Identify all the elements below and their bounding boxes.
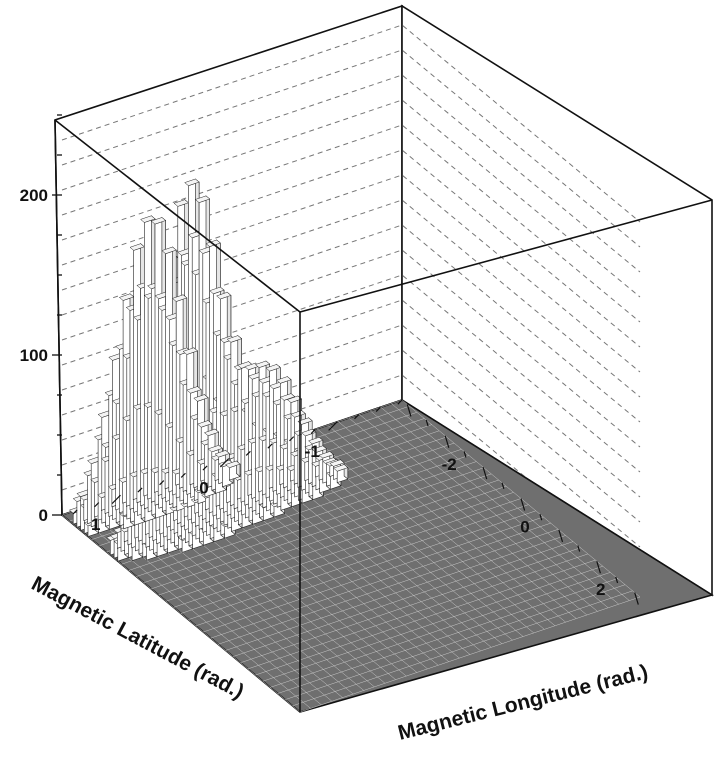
latitude-tick (94, 502, 100, 508)
latitude-tick (219, 458, 230, 468)
floor-grid-line (316, 428, 556, 626)
longitude-tick (520, 498, 526, 511)
gridline (61, 149, 641, 348)
longitude-tick (577, 545, 581, 552)
latitude-tick (245, 450, 251, 456)
gridline (61, 124, 641, 323)
longitude-tick (501, 482, 505, 489)
latitude-axis: -1 0 1 (72, 399, 403, 534)
z-tick-label: 0 (39, 506, 48, 525)
floor-grid-line (61, 514, 301, 713)
latitude-tick (267, 443, 273, 449)
longitude-tick (634, 592, 639, 605)
longitude-tick-label: 2 (596, 580, 605, 599)
z-tick-label: 200 (20, 186, 48, 205)
histogram-bar (332, 463, 349, 484)
latitude-tick-label: 1 (91, 515, 100, 534)
floor-grid-line (348, 417, 588, 616)
histogram-bars (68, 178, 349, 562)
latitude-tick (111, 494, 121, 505)
latitude-tick (328, 421, 338, 431)
latitude-tick (375, 406, 381, 412)
left-vertical-edge (54, 119, 63, 516)
floor-grid-line (380, 406, 619, 605)
longitude-tick (596, 561, 601, 574)
latitude-tick (310, 428, 316, 434)
latitude-tick (354, 414, 360, 420)
latitude-tick (397, 399, 403, 405)
gridline (61, 99, 641, 298)
latitude-tick-label: -1 (305, 442, 320, 461)
latitude-tick (289, 436, 295, 442)
longitude-tick (539, 514, 543, 521)
floor-grid-line (327, 424, 566, 623)
gridline (61, 24, 641, 223)
latitude-tick-label: 0 (199, 479, 208, 498)
floor-grid-line (369, 410, 609, 608)
top-right-edge (299, 199, 713, 313)
longitude-tick (406, 404, 412, 417)
latitude-tick (72, 509, 78, 515)
floor-grid-line (306, 432, 545, 630)
floor-grid-line (338, 421, 577, 619)
latitude-tick (202, 465, 208, 471)
longitude-tick (444, 435, 450, 448)
longitude-tick-label: 0 (520, 518, 529, 537)
longitude-tick (482, 466, 488, 480)
latitude-tick (159, 480, 165, 486)
longitude-tick-label: -2 (442, 455, 457, 474)
latitude-tick (180, 472, 186, 478)
floor-grid-line (359, 414, 598, 612)
z-axis: 0 100 200 (20, 114, 62, 525)
gridline (61, 49, 641, 248)
longitude-tick (558, 529, 564, 543)
gridline (61, 74, 641, 273)
z-tick-label: 100 (20, 346, 48, 365)
longitude-tick (425, 419, 429, 427)
longitude-tick (463, 451, 467, 458)
histogram-bar (225, 460, 241, 481)
floor-grid-line (391, 403, 630, 601)
longitude-axis: -2 0 2 (406, 404, 639, 605)
top-left-edge (54, 119, 301, 313)
latitude-tick (137, 487, 143, 493)
longitude-tick (615, 576, 619, 584)
